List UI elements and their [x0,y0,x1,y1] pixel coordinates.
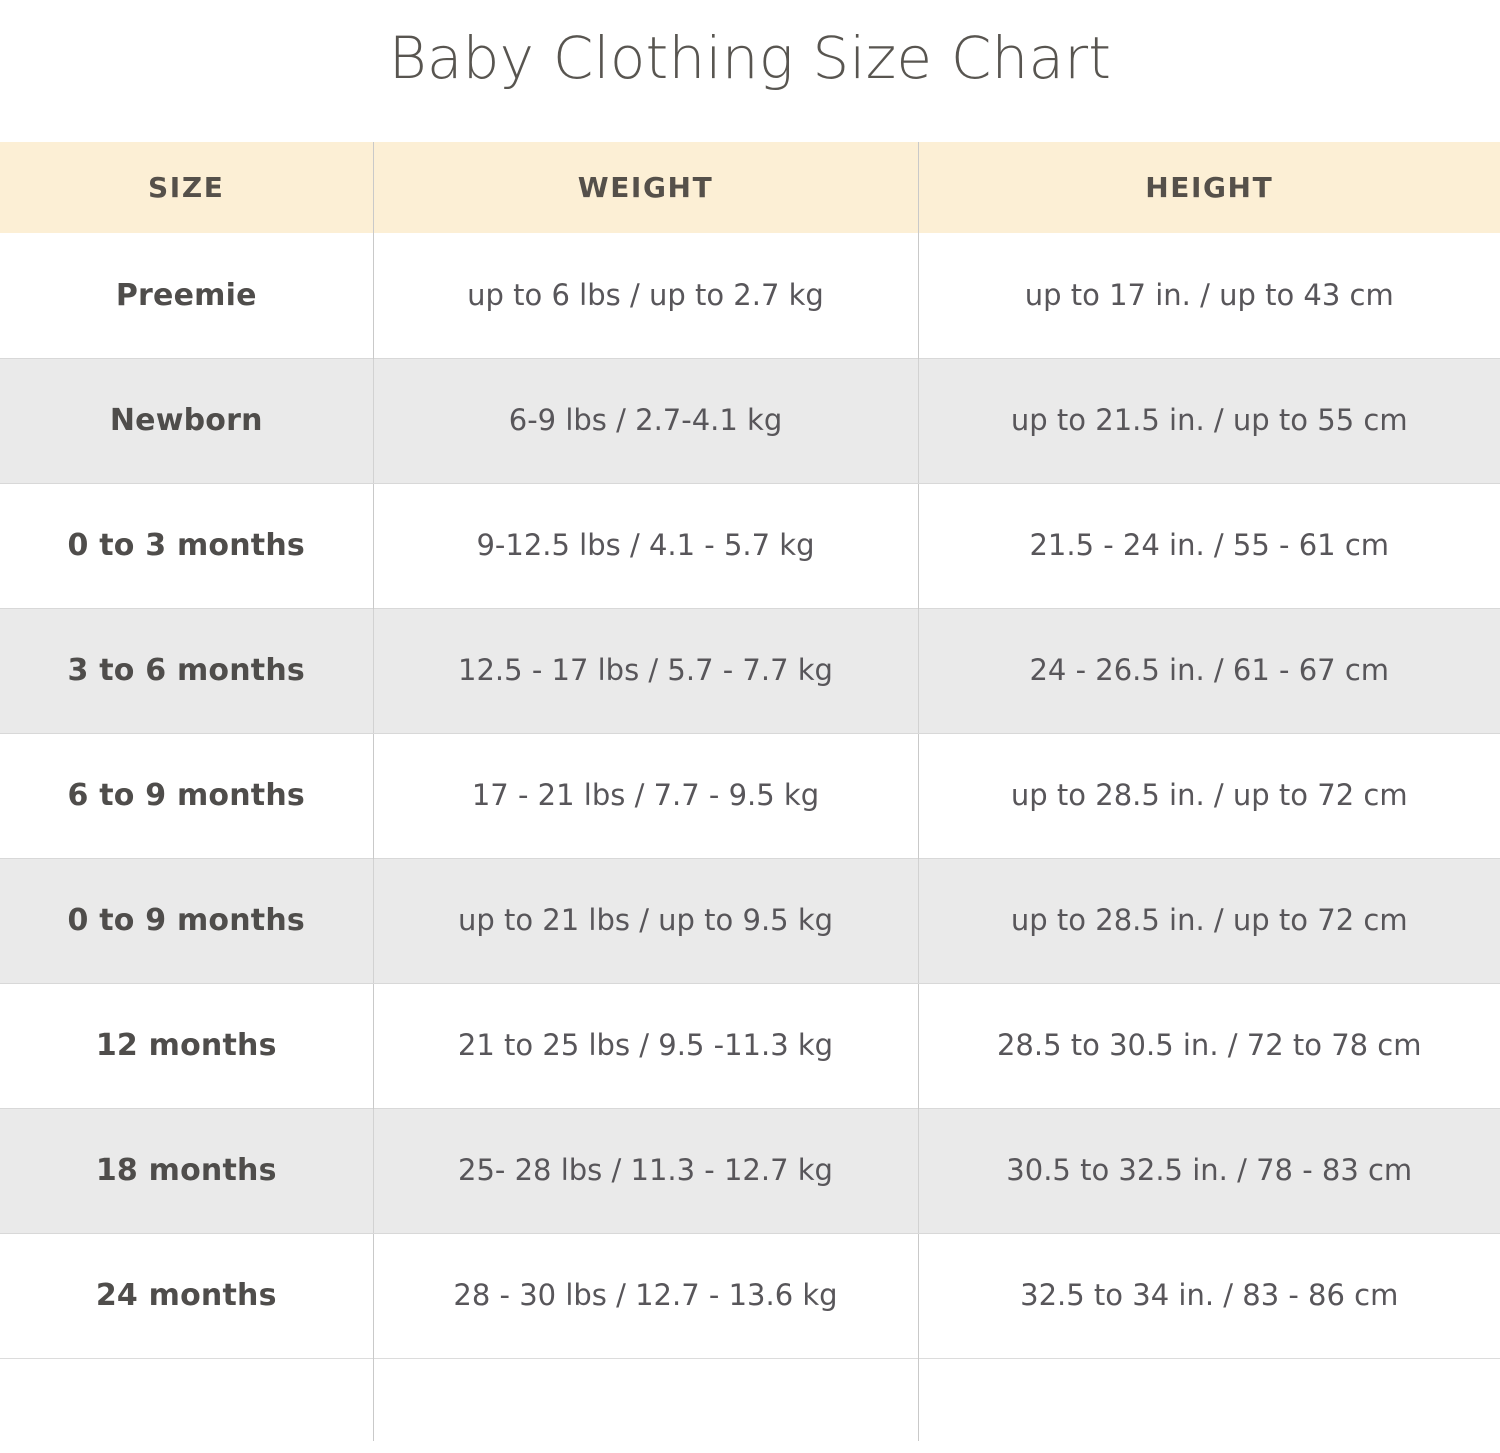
table-row: Preemie up to 6 lbs / up to 2.7 kg up to 1… [0,233,1500,358]
table-header-row: SIZE WEIGHT HEIGHT [0,142,1500,233]
cell-height: 32.5 to 34 in. / 83 - 86 cm [1020,1278,1399,1313]
cell-height: up to 28.5 in. / up to 72 cm [918,857,1500,984]
cell-weight: 17 - 21 lbs / 7.7 - 9.5 kg [373,733,919,858]
cell-height: up to 21.5 in. / up to 55 cm [918,357,1500,484]
cell-size: Newborn [0,357,374,484]
cell-weight: 9-12.5 lbs / 4.1 - 5.7 kg [373,483,919,608]
baby-clothing-size-table: SIZE WEIGHT HEIGHT Preemie up to 6 lbs / … [0,142,1500,1441]
cell-height: up to 28.5 in. / up to 72 cm [1010,778,1408,813]
page-title-container: Baby Clothing Size Chart [0,0,1500,130]
table-row-partial [0,1357,1500,1441]
cell-weight: 6-9 lbs / 2.7-4.1 kg [373,357,919,484]
cell-size: 12 months [0,983,374,1108]
cell-size: 6 to 9 months [0,733,374,858]
cell-height: 28.5 to 30.5 in. / 72 to 78 cm [996,1028,1422,1063]
table-body: Preemie up to 6 lbs / up to 2.7 kg up to 1… [0,233,1500,1441]
cell-size: 24 months [0,1233,374,1358]
cell-weight: 12.5 - 17 lbs / 5.7 - 7.7 kg [373,607,919,734]
table-header: SIZE WEIGHT HEIGHT [0,142,1500,233]
table-row: 0 to 3 months 9-12.5 lbs / 4.1 - 5.7 kg 21… [0,483,1500,608]
cell-weight: 28 - 30 lbs / 12.7 - 13.6 kg [373,1233,919,1358]
cell-size: Preemie [0,233,374,358]
table-row: 24 months 28 - 30 lbs / 12.7 - 13.6 kg 32.… [0,1233,1500,1358]
cell-height: 24 - 26.5 in. / 61 - 67 cm [918,607,1500,734]
cell-weight: up to 21 lbs / up to 9.5 kg [373,857,919,984]
cell-height: up to 17 in. / up to 43 cm [1024,278,1394,313]
table-row: 18 months 25- 28 lbs / 11.3 - 12.7 kg 30.5… [0,1107,1500,1234]
cell-weight [373,1357,919,1441]
page-title: Baby Clothing Size Chart [388,23,1112,92]
cell-size [0,1357,374,1441]
table-row: 3 to 6 months 12.5 - 17 lbs / 5.7 - 7.7 k… [0,607,1500,734]
column-header-size: SIZE [0,142,374,233]
column-header-height: HEIGHT [1145,171,1274,204]
cell-weight: 25- 28 lbs / 11.3 - 12.7 kg [373,1107,919,1234]
cell-height: 21.5 - 24 in. / 55 - 61 cm [1029,528,1390,563]
table-row: 0 to 9 months up to 21 lbs / up to 9.5 kg… [0,857,1500,984]
table-row: 6 to 9 months 17 - 21 lbs / 7.7 - 9.5 kg u… [0,733,1500,858]
cell-size: 18 months [0,1107,374,1234]
cell-weight: 21 to 25 lbs / 9.5 -11.3 kg [373,983,919,1108]
column-header-weight: WEIGHT [373,142,919,233]
cell-size: 3 to 6 months [0,607,374,734]
cell-height: 30.5 to 32.5 in. / 78 - 83 cm [918,1107,1500,1234]
cell-height [918,1357,1500,1441]
table-row: 12 months 21 to 25 lbs / 9.5 -11.3 kg 28.5… [0,983,1500,1108]
table-row: Newborn 6-9 lbs / 2.7-4.1 kg up to 21.5 in… [0,357,1500,484]
cell-size: 0 to 3 months [0,483,374,608]
cell-size: 0 to 9 months [0,857,374,984]
cell-weight: up to 6 lbs / up to 2.7 kg [373,233,919,358]
